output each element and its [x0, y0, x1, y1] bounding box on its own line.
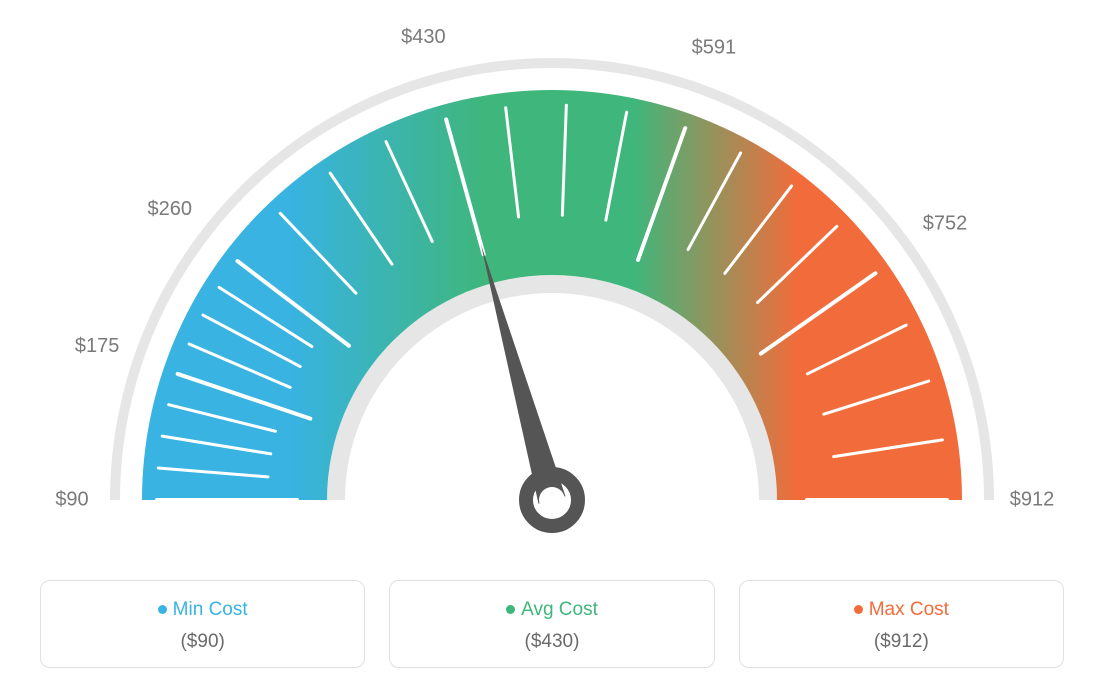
svg-text:$260: $260 [148, 198, 193, 220]
svg-text:$752: $752 [923, 213, 968, 235]
legend-card-max: Max Cost ($912) [739, 580, 1064, 668]
legend-title-avg: Avg Cost [400, 599, 703, 621]
svg-text:$591: $591 [692, 36, 737, 58]
cost-gauge-chart: $90 $175 $260 $430 $591 $752 $912 Min Cost ($9… [20, 20, 1084, 668]
legend-title-min: Min Cost [51, 599, 354, 621]
legend-row: Min Cost ($90) Avg Cost ($430) Max Cost … [20, 580, 1084, 668]
legend-value-min: ($90) [51, 631, 354, 653]
legend-dot-max [854, 605, 863, 614]
legend-title-max: Max Cost [750, 599, 1053, 621]
svg-text:$430: $430 [401, 26, 446, 48]
legend-card-avg: Avg Cost ($430) [389, 580, 714, 668]
legend-value-avg: ($430) [400, 631, 703, 653]
gauge-svg: $90 $175 $260 $430 $591 $752 $912 [20, 20, 1084, 560]
legend-dot-min [158, 605, 167, 614]
legend-value-max: ($912) [750, 631, 1053, 653]
legend-dot-avg [506, 605, 515, 614]
legend-label-max: Max Cost [869, 599, 949, 620]
legend-card-min: Min Cost ($90) [40, 580, 365, 668]
svg-text:$175: $175 [75, 335, 120, 357]
svg-text:$912: $912 [1010, 488, 1055, 510]
legend-label-min: Min Cost [173, 599, 248, 620]
legend-label-avg: Avg Cost [521, 599, 598, 620]
svg-text:$90: $90 [55, 488, 88, 510]
